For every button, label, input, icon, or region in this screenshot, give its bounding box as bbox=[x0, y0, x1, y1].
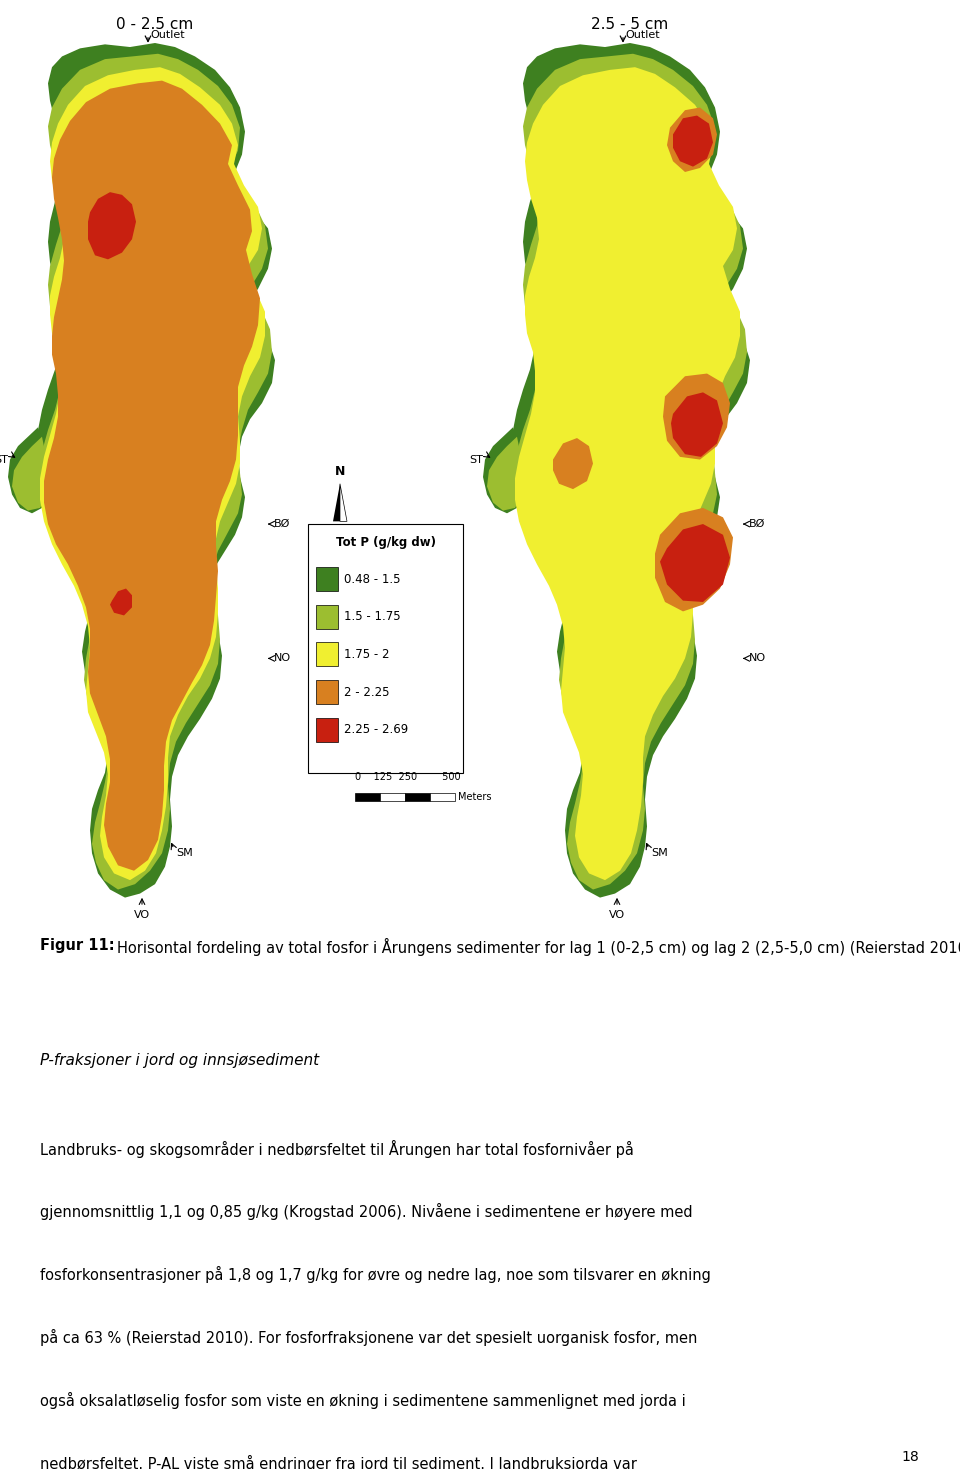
Polygon shape bbox=[663, 373, 730, 460]
Bar bbox=[316, 717, 338, 742]
Text: Landbruks- og skogsområder i nedbørsfeltet til Årungen har total fosfornivåer på: Landbruks- og skogsområder i nedbørsfelt… bbox=[40, 1140, 635, 1158]
Polygon shape bbox=[667, 107, 717, 172]
Text: Outlet: Outlet bbox=[150, 29, 184, 40]
Text: 18: 18 bbox=[902, 1450, 920, 1463]
Bar bbox=[316, 605, 338, 629]
Text: BØ: BØ bbox=[274, 519, 290, 529]
Text: SM: SM bbox=[651, 848, 668, 858]
Polygon shape bbox=[553, 438, 593, 489]
Text: Tot P (g/kg dw): Tot P (g/kg dw) bbox=[335, 536, 436, 549]
Polygon shape bbox=[110, 589, 132, 616]
Polygon shape bbox=[515, 68, 740, 880]
Text: 0.48 - 1.5: 0.48 - 1.5 bbox=[344, 573, 400, 586]
Text: 2.5 - 5 cm: 2.5 - 5 cm bbox=[591, 16, 668, 32]
Polygon shape bbox=[655, 508, 733, 611]
Text: også oksalatløselig fosfor som viste en økning i sedimentene sammenlignet med jo: også oksalatløselig fosfor som viste en … bbox=[40, 1393, 686, 1409]
Polygon shape bbox=[40, 54, 272, 890]
Polygon shape bbox=[671, 392, 723, 457]
Polygon shape bbox=[515, 54, 747, 890]
Polygon shape bbox=[38, 43, 275, 898]
Text: Figur 11:: Figur 11: bbox=[40, 937, 115, 952]
Polygon shape bbox=[673, 116, 713, 166]
Bar bbox=[405, 793, 430, 801]
Text: på ca 63 % (Reierstad 2010). For fosforfraksjonene var det spesielt uorganisk fo: på ca 63 % (Reierstad 2010). For fosforf… bbox=[40, 1329, 698, 1346]
Polygon shape bbox=[660, 524, 730, 602]
Bar bbox=[355, 793, 380, 801]
Text: Horisontal fordeling av total fosfor i Årungens sedimenter for lag 1 (0-2,5 cm) : Horisontal fordeling av total fosfor i Å… bbox=[117, 937, 960, 955]
Text: fosforkonsentrasjoner på 1,8 og 1,7 g/kg for øvre og nedre lag, noe som tilsvare: fosforkonsentrasjoner på 1,8 og 1,7 g/kg… bbox=[40, 1266, 711, 1284]
Polygon shape bbox=[40, 68, 265, 880]
Text: 0 - 2.5 cm: 0 - 2.5 cm bbox=[116, 16, 194, 32]
Polygon shape bbox=[483, 427, 527, 513]
Bar bbox=[430, 793, 455, 801]
Text: NO: NO bbox=[274, 654, 291, 664]
Text: 2.25 - 2.69: 2.25 - 2.69 bbox=[344, 723, 408, 736]
Bar bbox=[316, 567, 338, 591]
Bar bbox=[380, 793, 405, 801]
Polygon shape bbox=[88, 192, 136, 260]
Text: 1.75 - 2: 1.75 - 2 bbox=[344, 648, 390, 661]
Polygon shape bbox=[340, 483, 347, 521]
Polygon shape bbox=[487, 436, 525, 511]
Text: ST: ST bbox=[0, 454, 8, 464]
Text: 0    125  250        500: 0 125 250 500 bbox=[355, 773, 461, 782]
Text: 1.5 - 1.75: 1.5 - 1.75 bbox=[344, 610, 400, 623]
Text: NO: NO bbox=[749, 654, 766, 664]
Text: gjennomsnittlig 1,1 og 0,85 g/kg (Krogstad 2006). Nivåene i sedimentene er høyer: gjennomsnittlig 1,1 og 0,85 g/kg (Krogst… bbox=[40, 1203, 693, 1221]
Text: Meters: Meters bbox=[458, 792, 492, 802]
Polygon shape bbox=[44, 81, 260, 871]
Text: nedbørsfeltet. P-AL viste små endringer fra jord til sediment. I landbruksjorda : nedbørsfeltet. P-AL viste små endringer … bbox=[40, 1456, 637, 1469]
Bar bbox=[308, 524, 463, 773]
Text: VO: VO bbox=[134, 909, 150, 920]
Text: SM: SM bbox=[176, 848, 193, 858]
Polygon shape bbox=[12, 436, 50, 511]
Text: VO: VO bbox=[609, 909, 625, 920]
Polygon shape bbox=[333, 483, 340, 521]
Text: P-fraksjoner i jord og innsjøsediment: P-fraksjoner i jord og innsjøsediment bbox=[40, 1053, 320, 1068]
Polygon shape bbox=[513, 43, 750, 898]
Bar bbox=[316, 680, 338, 704]
Bar bbox=[316, 642, 338, 667]
Text: Outlet: Outlet bbox=[625, 29, 660, 40]
Text: N: N bbox=[335, 466, 346, 479]
Text: 2 - 2.25: 2 - 2.25 bbox=[344, 686, 390, 698]
Text: BØ: BØ bbox=[749, 519, 765, 529]
Polygon shape bbox=[8, 427, 52, 513]
Text: ST: ST bbox=[469, 454, 483, 464]
